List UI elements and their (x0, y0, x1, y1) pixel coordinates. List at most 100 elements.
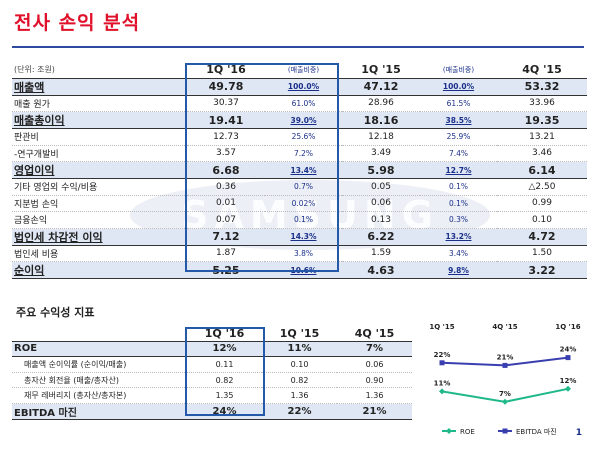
row-label: 법인세 비용 (12, 245, 187, 262)
row-label: 총자산 회전율 (매출/총자산) (12, 372, 187, 389)
value-1q16: 12% (187, 341, 262, 358)
row-label: ROE (12, 341, 187, 358)
share-1q16: 61.0% (265, 95, 342, 112)
share-1q15: 12.7% (420, 161, 497, 179)
share-1q16: 39.0% (265, 111, 342, 129)
col-header-share-1q16: (매출비중) (265, 62, 342, 79)
data-label: 11% (434, 379, 451, 387)
row-label: 판관비 (12, 128, 187, 146)
value-1q15: 0.10 (262, 356, 337, 373)
legend-marker (446, 428, 452, 434)
value-1q16: 5.25 (187, 261, 265, 279)
value-1q16: 49.78 (187, 78, 265, 96)
profitability-row: EBITDA 마진 24% 22% 21% (12, 403, 412, 420)
col-header-1q16: 1Q '16 (187, 326, 262, 342)
value-1q15: 22% (262, 403, 337, 420)
profitability-row: 재무 레버리지 (총자산/총자본) 1.35 1.36 1.36 (12, 387, 412, 404)
row-label: 매출총이익 (12, 111, 187, 129)
income-row: 기타 영업외 수익/비용 0.36 0.7% 0.05 0.1% △2.50 (12, 178, 587, 196)
row-label: 지분법 손익 (12, 195, 187, 212)
page-number: 1 (575, 428, 582, 438)
value-1q16: 24% (187, 403, 262, 420)
profitability-table-body: ROE 12% 11% 7% 매출액 순이익률 (순이익/매출) 0.11 0.10 0.06… (12, 341, 412, 420)
row-label: 매출액 (12, 78, 187, 96)
value-1q16: 6.68 (187, 161, 265, 179)
legend-label: EBITDA 마진 (516, 427, 557, 436)
value-1q16: 7.12 (187, 228, 265, 246)
share-1q15: 38.5% (420, 111, 497, 129)
row-label: 영업이익 (12, 161, 187, 179)
value-1q15: 0.82 (262, 372, 337, 389)
value-1q15: 47.12 (342, 78, 420, 96)
data-label: 22% (434, 351, 451, 359)
data-point (565, 355, 571, 361)
profitability-line-chart: 1Q '15 4Q '15 1Q '16 11% 7% 12% 22% 21% 24% ROE EB… (429, 323, 580, 436)
title-divider (12, 46, 584, 48)
value-1q15: 0.05 (342, 178, 420, 196)
value-4q15: 0.10 (497, 211, 587, 229)
value-1q16: 1.87 (187, 245, 265, 262)
share-1q16: 3.8% (265, 245, 342, 262)
row-label: 매출액 순이익률 (순이익/매출) (12, 356, 187, 373)
data-point (502, 362, 508, 368)
row-label: 법인세 차감전 이익 (12, 228, 187, 246)
legend-label: ROE (460, 428, 475, 436)
profitability-row: ROE 12% 11% 7% (12, 341, 412, 358)
value-1q16: 0.36 (187, 178, 265, 196)
value-1q15: 1.36 (262, 387, 337, 404)
col-header-1q15: 1Q '15 (262, 326, 337, 342)
data-label: 12% (560, 377, 577, 385)
share-1q15: 0.3% (420, 211, 497, 229)
x-tick-label: 1Q '16 (555, 323, 580, 331)
share-1q16: 25.6% (265, 128, 342, 146)
share-1q15: 25.9% (420, 128, 497, 146)
share-1q15: 13.2% (420, 228, 497, 246)
share-1q16: 14.3% (265, 228, 342, 246)
value-1q15: 5.98 (342, 161, 420, 179)
data-point (502, 398, 508, 405)
income-row: 영업이익 6.68 13.4% 5.98 12.7% 6.14 (12, 161, 587, 179)
row-label: -연구개발비 (12, 145, 187, 162)
share-1q16: 0.7% (265, 178, 342, 196)
value-1q16: 1.35 (187, 387, 262, 404)
value-4q15: △2.50 (497, 178, 587, 196)
data-label: 24% (560, 346, 577, 354)
value-1q15: 28.96 (342, 95, 420, 112)
share-1q16: 10.6% (265, 261, 342, 279)
share-1q16: 0.02% (265, 195, 342, 212)
value-4q15: 21% (337, 403, 412, 420)
share-1q15: 7.4% (420, 145, 497, 162)
x-tick-label: 4Q '15 (492, 323, 517, 331)
value-4q15: 1.50 (497, 245, 587, 262)
value-1q16: 19.41 (187, 111, 265, 129)
data-label: 21% (497, 353, 514, 361)
income-table-body: 매출액 49.78 100.0% 47.12 100.0% 53.32 매출 원가 30.37… (12, 78, 587, 279)
share-1q16: 100.0% (265, 78, 342, 96)
value-1q15: 11% (262, 341, 337, 358)
row-label: 기타 영업외 수익/비용 (12, 178, 187, 196)
value-1q15: 0.13 (342, 211, 420, 229)
page-title: 전사 손익 분석 (14, 12, 141, 34)
value-4q15: 7% (337, 341, 412, 358)
data-point (439, 360, 445, 366)
value-1q15: 1.59 (342, 245, 420, 262)
row-label: 금융손익 (12, 211, 187, 229)
share-1q15: 9.8% (420, 261, 497, 279)
income-row: 매출 원가 30.37 61.0% 28.96 61.5% 33.96 (12, 95, 587, 112)
income-statement-table: (단위: 조원) 1Q '16 (매출비중) 1Q '15 (매출비중) 4Q … (12, 62, 587, 279)
value-1q16: 3.57 (187, 145, 265, 162)
col-header-share-1q15: (매출비중) (420, 62, 497, 79)
value-1q15: 4.63 (342, 261, 420, 279)
profitability-table: 1Q '16 1Q '15 4Q '15 ROE 12% 11% 7% 매출액 순이익률… (12, 326, 412, 420)
value-4q15: 0.99 (497, 195, 587, 212)
row-label: 재무 레버리지 (총자산/총자본) (12, 387, 187, 404)
value-1q15: 0.06 (342, 195, 420, 212)
row-label: EBITDA 마진 (12, 403, 187, 420)
profitability-row: 매출액 순이익률 (순이익/매출) 0.11 0.10 0.06 (12, 356, 412, 373)
data-point (439, 388, 445, 395)
value-1q16: 30.37 (187, 95, 265, 112)
value-1q16: 0.82 (187, 372, 262, 389)
income-row: 지분법 손익 0.01 0.02% 0.06 0.1% 0.99 (12, 195, 587, 212)
col-header-1q15: 1Q '15 (342, 62, 420, 79)
value-1q16: 0.01 (187, 195, 265, 212)
